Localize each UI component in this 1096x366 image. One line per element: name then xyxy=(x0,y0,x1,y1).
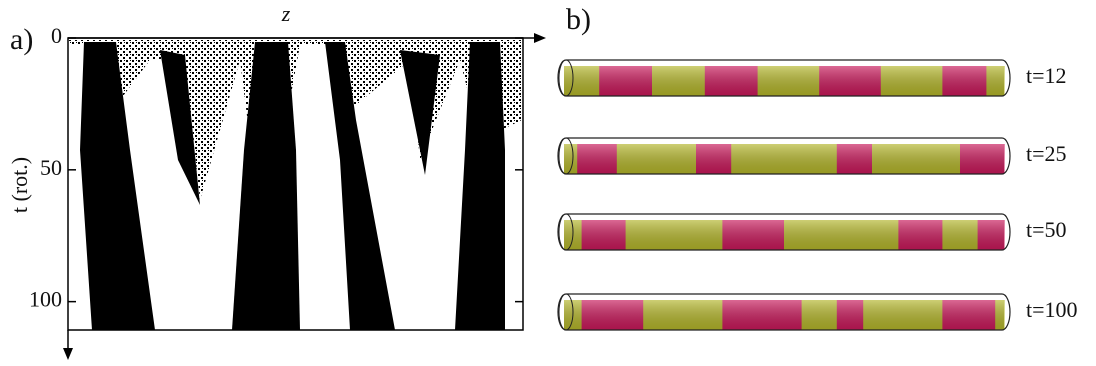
snapshot-label: t=12 xyxy=(1026,63,1067,88)
tube-outline xyxy=(557,59,1011,97)
tube-outline xyxy=(557,137,1011,175)
y-tick-label: 50 xyxy=(40,155,62,180)
snapshot-label: t=100 xyxy=(1026,297,1078,322)
space-time-panel: a) z t (rot.) 0 50 100 xyxy=(7,1,546,360)
tube-outline xyxy=(557,293,1011,331)
tube: t=50 xyxy=(557,213,1067,251)
tube-shade xyxy=(564,300,1004,330)
y-tick-label: 0 xyxy=(51,23,62,48)
tube-shade xyxy=(564,220,1004,250)
panel-label: b) xyxy=(566,3,591,36)
space-time-image xyxy=(68,40,522,330)
tube: t=12 xyxy=(557,59,1067,97)
y-axis-label: t (rot.) xyxy=(7,157,32,213)
tube: t=100 xyxy=(557,293,1078,331)
tube-end xyxy=(558,293,574,331)
panel-label: a) xyxy=(10,23,33,56)
tube-end xyxy=(558,59,574,97)
tube-shade xyxy=(564,144,1004,174)
snapshot-panel: b) t=12 t=25 t=50 t=100 xyxy=(557,3,1078,331)
x-axis-label: z xyxy=(281,1,291,26)
tube-end xyxy=(558,137,574,175)
y-tick-label: 100 xyxy=(29,287,62,312)
tube-shade xyxy=(564,66,1004,96)
snapshot-label: t=25 xyxy=(1026,141,1067,166)
tube-outline xyxy=(557,213,1011,251)
tube-end xyxy=(558,213,574,251)
tube: t=25 xyxy=(557,137,1067,175)
snapshot-label: t=50 xyxy=(1026,217,1067,242)
